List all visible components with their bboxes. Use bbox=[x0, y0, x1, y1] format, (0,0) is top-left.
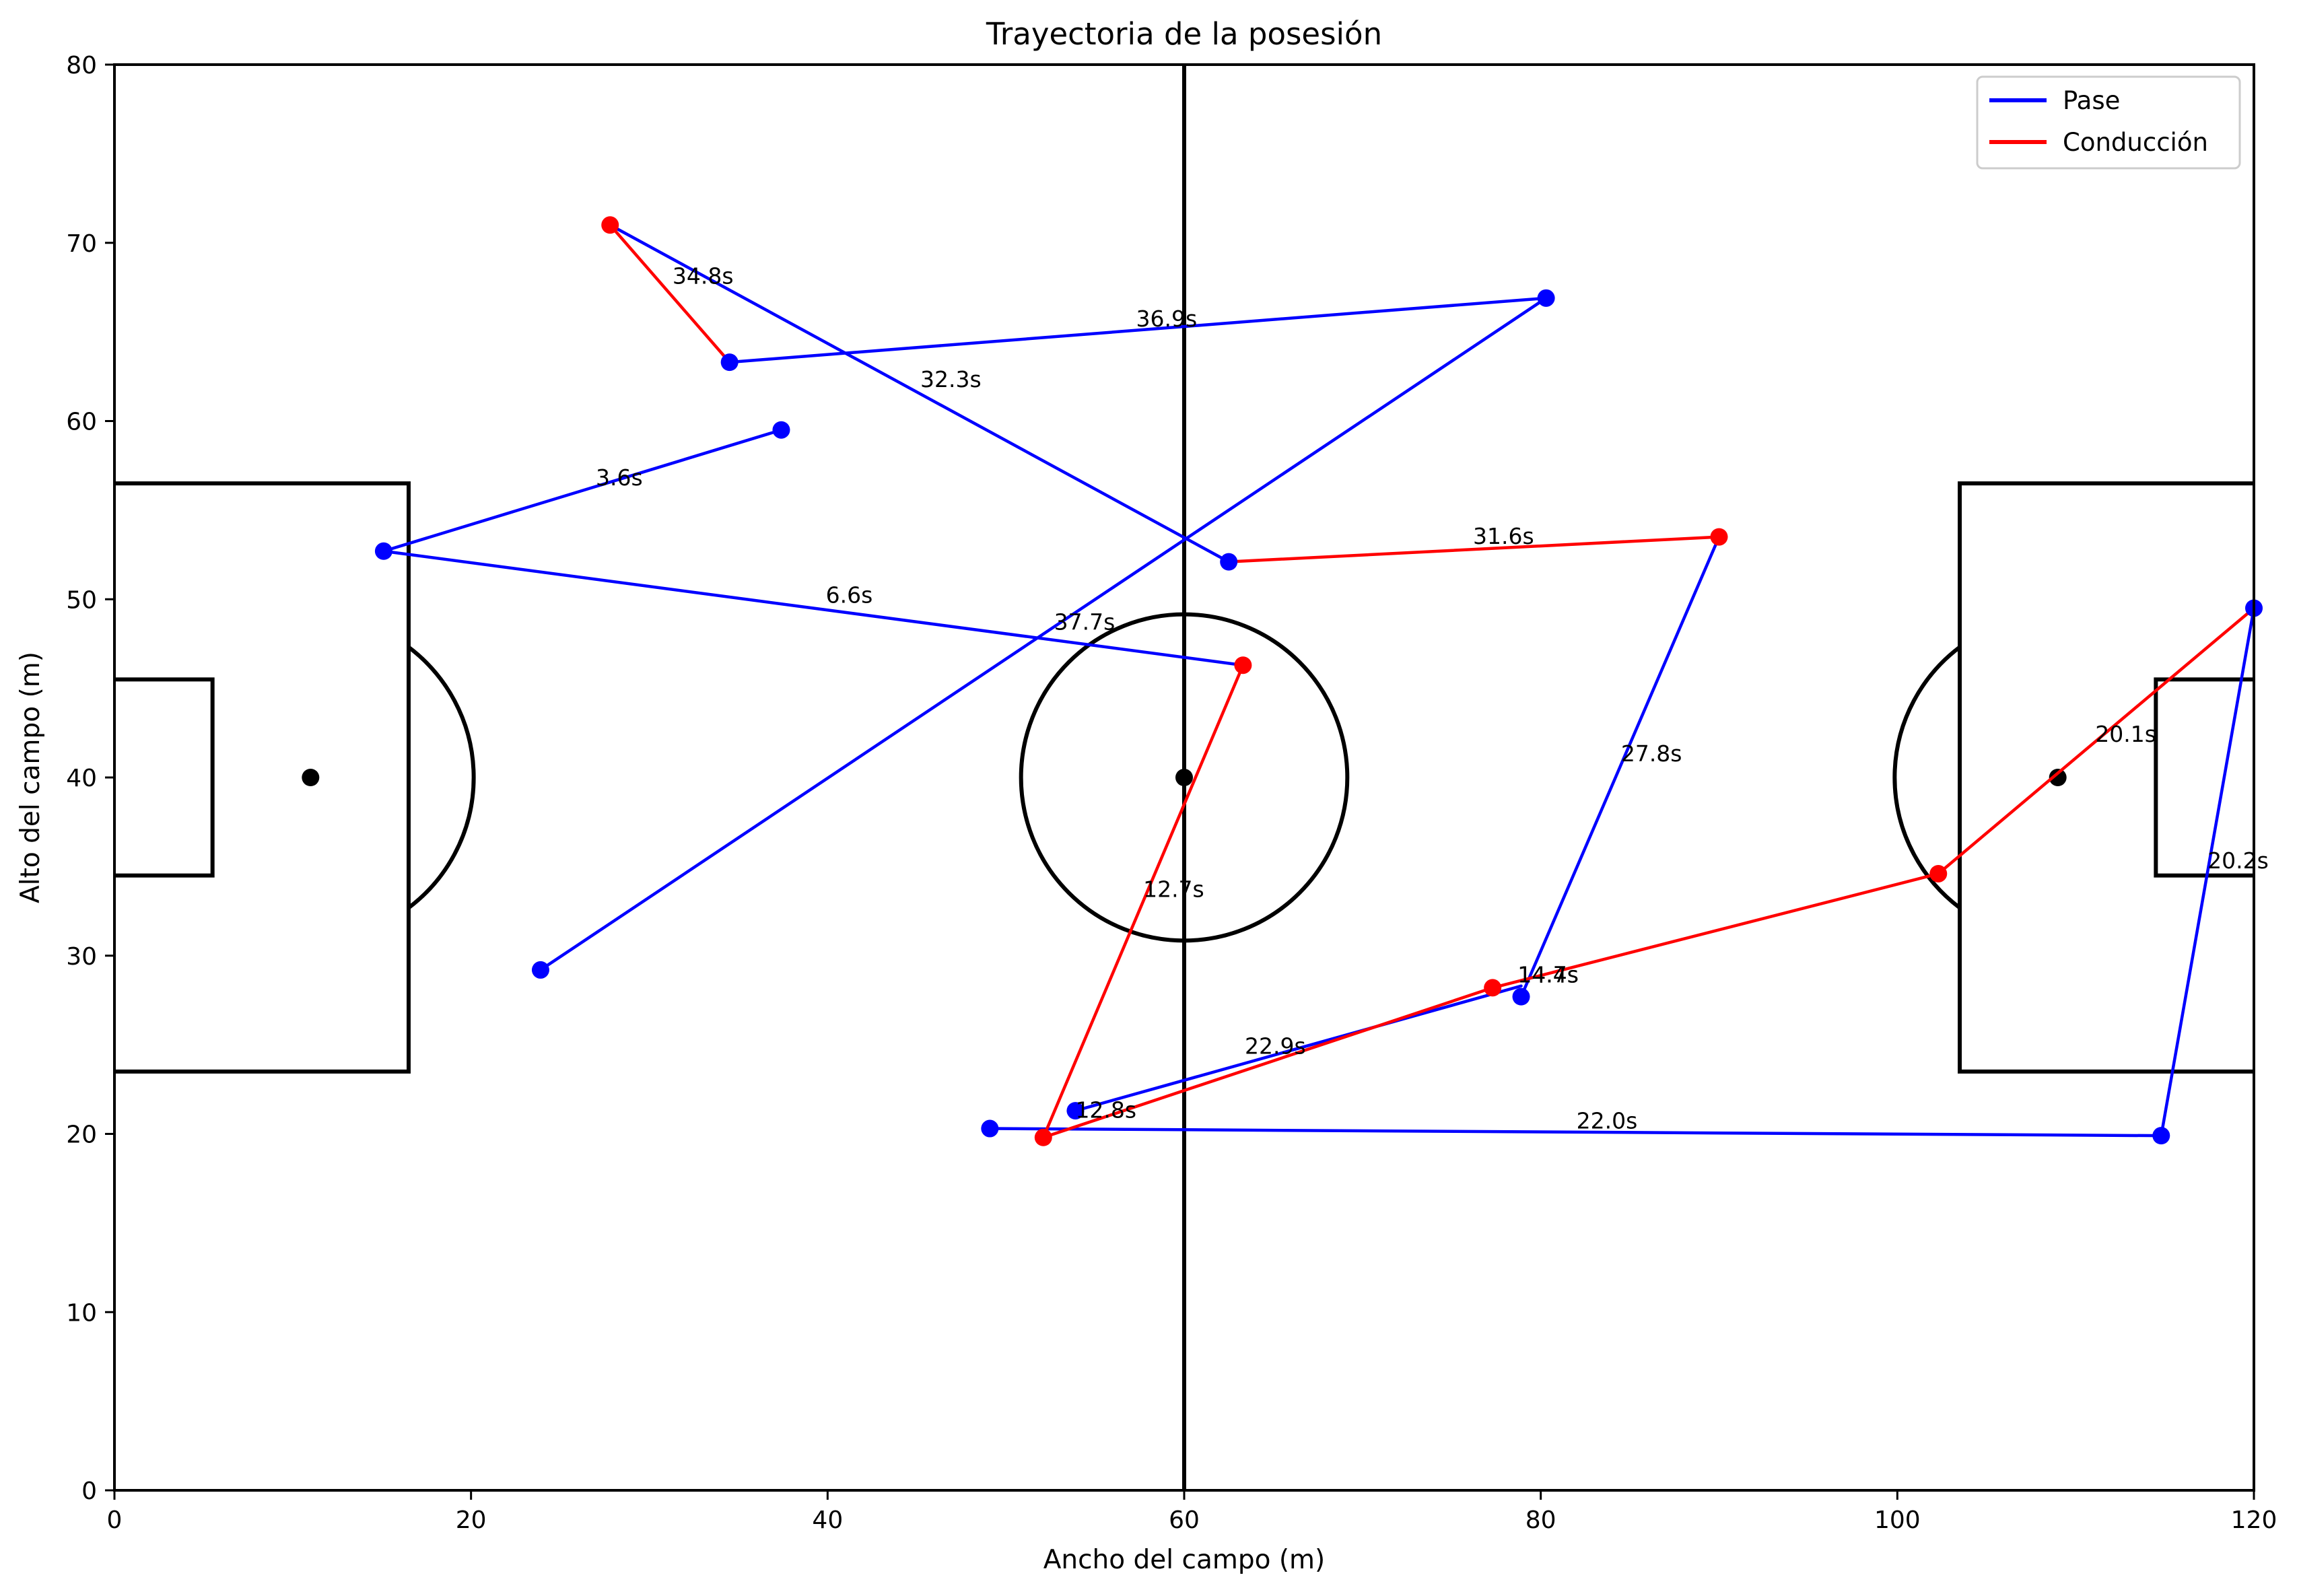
y-tick-label-70: 70 bbox=[66, 230, 97, 258]
center-circle bbox=[1019, 612, 1350, 943]
pass-point-3 bbox=[981, 1119, 999, 1138]
x-tick-label-80: 80 bbox=[1525, 1506, 1556, 1534]
pass-point-6 bbox=[1066, 1102, 1085, 1120]
carry-point-6 bbox=[601, 216, 619, 234]
pass-point-1 bbox=[772, 421, 790, 439]
x-tick-label-60: 60 bbox=[1169, 1506, 1200, 1534]
legend-label-2: Conducción bbox=[2063, 128, 2208, 157]
pass-point-11 bbox=[531, 961, 549, 979]
duration-label-5: 14.4s bbox=[1517, 961, 1579, 987]
x-tick-label-40: 40 bbox=[812, 1506, 843, 1534]
carry-point-3 bbox=[1484, 979, 1502, 997]
pass-line-1 bbox=[382, 428, 783, 553]
duration-label-12: 31.6s bbox=[1473, 523, 1534, 549]
series-layer bbox=[374, 216, 2263, 1146]
x-tick-label-100: 100 bbox=[1874, 1506, 1921, 1534]
pass-line-7 bbox=[608, 223, 1231, 563]
pass-line-2 bbox=[382, 549, 1245, 667]
carry-point-4 bbox=[1929, 864, 1948, 882]
carry-line-4 bbox=[1936, 606, 2256, 876]
carry-point-5 bbox=[1710, 528, 1728, 546]
carry-line-5 bbox=[1227, 535, 1721, 563]
duration-label-10: 22.9s bbox=[1245, 1033, 1306, 1059]
carry-point-1 bbox=[1234, 656, 1252, 674]
carry-line-6 bbox=[608, 223, 731, 364]
right-penalty-area bbox=[1958, 481, 2254, 1074]
chart-title: Trayectoria de la posesión bbox=[986, 16, 1382, 52]
pass-line-8 bbox=[728, 296, 1548, 364]
carry-point-2 bbox=[1034, 1128, 1052, 1146]
left-goal-area bbox=[114, 677, 215, 878]
duration-label-3: 12.7s bbox=[1143, 876, 1204, 902]
y-tick-label-0: 0 bbox=[81, 1478, 97, 1505]
y-tick-label-50: 50 bbox=[66, 586, 97, 614]
x-tick-label-20: 20 bbox=[456, 1506, 487, 1534]
duration-label-13: 32.3s bbox=[920, 366, 982, 392]
right-goal-area bbox=[2154, 677, 2254, 878]
y-tick-label-40: 40 bbox=[66, 765, 97, 792]
y-tick-label-80: 80 bbox=[66, 52, 97, 79]
series-conduccion bbox=[608, 223, 2256, 1140]
center-spot bbox=[1175, 769, 1193, 786]
duration-label-4: 12.8s bbox=[1075, 1097, 1136, 1123]
legend-entries: Pase Conducción bbox=[1989, 86, 2208, 157]
carry-line-3 bbox=[1490, 872, 1940, 990]
y-tick-label-20: 20 bbox=[66, 1121, 97, 1149]
duration-label-16: 37.7s bbox=[1054, 609, 1116, 635]
duration-label-1: 3.6s bbox=[596, 464, 643, 491]
right-penalty-spot bbox=[2049, 769, 2067, 786]
carry-line-1 bbox=[1041, 663, 1245, 1140]
left-penalty-spot bbox=[302, 769, 320, 786]
legend: Pase Conducción bbox=[1976, 75, 2241, 170]
duration-label-9: 22.0s bbox=[1577, 1108, 1638, 1134]
duration-label-6: 14.7s bbox=[1517, 961, 1579, 987]
markers-conduccion bbox=[601, 216, 1948, 1146]
pass-line-3 bbox=[988, 1127, 2163, 1138]
left-penalty-arc bbox=[407, 646, 476, 909]
duration-label-11: 27.8s bbox=[1621, 740, 1682, 767]
pass-point-10 bbox=[1537, 289, 1555, 307]
y-tick-label-10: 10 bbox=[66, 1299, 97, 1327]
x-axis-ticks: 0 20 40 60 80 100 120 bbox=[107, 1490, 2277, 1534]
pass-point-7 bbox=[1512, 987, 1530, 1006]
x-tick-label-0: 0 bbox=[107, 1506, 123, 1534]
y-axis-label: Alto del campo (m) bbox=[15, 652, 46, 903]
pass-point-2 bbox=[374, 542, 392, 560]
pass-line-9 bbox=[539, 296, 1548, 972]
duration-label-2: 6.6s bbox=[826, 582, 873, 609]
pass-line-4 bbox=[2160, 606, 2256, 1138]
duration-label-14: 34.8s bbox=[673, 263, 734, 289]
left-penalty-area bbox=[114, 481, 411, 1074]
y-tick-label-60: 60 bbox=[66, 409, 97, 436]
markers-pase bbox=[374, 289, 2263, 1145]
carry-line-2 bbox=[1041, 986, 1495, 1140]
y-tick-label-30: 30 bbox=[66, 943, 97, 971]
pitch-markings bbox=[114, 65, 2254, 1490]
pass-point-9 bbox=[720, 353, 739, 372]
duration-label-7: 20.1s bbox=[2095, 721, 2156, 747]
y-axis-ticks: 0 10 20 30 40 50 60 70 80 bbox=[66, 52, 114, 1505]
x-axis-label: Ancho del campo (m) bbox=[1043, 1545, 1326, 1575]
legend-label-1: Pase bbox=[2063, 86, 2120, 115]
pass-line-6 bbox=[1519, 535, 1721, 998]
pass-point-4 bbox=[2152, 1127, 2170, 1145]
x-tick-label-120: 120 bbox=[2231, 1506, 2277, 1534]
series-pase bbox=[382, 223, 2256, 1138]
duration-label-8: 20.2s bbox=[2207, 847, 2269, 874]
pass-line-5 bbox=[1074, 984, 1523, 1113]
pass-point-8 bbox=[1220, 553, 1238, 571]
duration-label-15: 36.9s bbox=[1136, 306, 1197, 332]
